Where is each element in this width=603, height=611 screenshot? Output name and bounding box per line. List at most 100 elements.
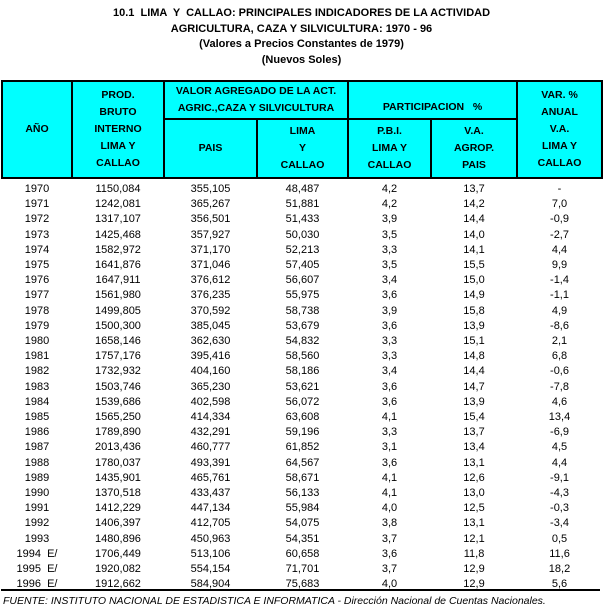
value-cell: 3,3 — [348, 349, 432, 365]
source-text: FUENTE: INSTITUTO NACIONAL DE ESTADISTIC… — [3, 595, 546, 607]
table-row: 1970 1150,084 355,105 48,487 4,2 13,7- — [2, 178, 603, 198]
value-cell: - — [517, 178, 603, 198]
value-cell: 6,8 — [517, 349, 603, 365]
value-cell: 1425,468 — [72, 227, 164, 243]
value-cell: 1780,037 — [72, 455, 164, 471]
value-cell: 385,045 — [164, 318, 257, 335]
value-cell: 365,267 — [164, 197, 257, 213]
value-cell: 75,683 — [257, 577, 349, 593]
table-row: 1977 1561,980 376,235 55,975 3,6 14,9 -1,1 — [2, 288, 603, 304]
value-cell: -0,6 — [517, 364, 603, 380]
table-row: 1986 1789,890 432,291 59,196 3,3 13,7 -6,9 — [2, 425, 603, 441]
header-pais: PAIS — [163, 118, 258, 179]
value-cell: 2013,436 — [72, 440, 164, 456]
value-cell: 414,334 — [164, 410, 257, 426]
year-cell: 1993 — [2, 531, 72, 547]
value-cell: 12,1 — [431, 531, 518, 547]
year-cell: 1995 E/ — [2, 562, 72, 578]
value-cell: -8,6 — [517, 318, 603, 335]
value-cell: 370,592 — [164, 303, 257, 319]
value-cell: 0,5 — [517, 531, 603, 547]
value-cell: 53,679 — [257, 318, 349, 335]
value-cell: 4,0 — [348, 577, 432, 593]
table-row: 1984 1539,686 402,598 56,072 3,6 13,9 4,6 — [2, 394, 603, 411]
year-cell: 1981 — [2, 349, 72, 365]
value-cell: 56,607 — [257, 273, 349, 289]
header-va-agrop-pais: V.A. AGROP. PAIS — [430, 118, 519, 179]
value-cell: 493,391 — [164, 455, 257, 471]
value-cell: 460,777 — [164, 440, 257, 456]
value-cell: 3,9 — [348, 303, 432, 319]
value-cell: 1435,901 — [72, 470, 164, 487]
value-cell: 4,6 — [517, 394, 603, 411]
value-cell: 4,2 — [348, 197, 432, 213]
title-line-2: AGRICULTURA, CAZA Y SILVICULTURA: 1970 -… — [170, 22, 433, 35]
table-row: 1973 1425,468 357,927 50,030 3,5 14,0 -2,7 — [2, 227, 603, 243]
value-cell: 376,235 — [164, 288, 257, 304]
year-cell: 1973 — [2, 227, 72, 243]
table-row: 1978 1499,805 370,592 58,738 3,9 15,8 4,9 — [2, 303, 603, 319]
table-row: 1995 E/1920,082 554,154 71,701 3,7 12,9 18,2 — [2, 562, 603, 578]
value-cell: 48,487 — [257, 178, 349, 198]
value-cell: 12,6 — [431, 470, 518, 487]
value-cell: 450,963 — [164, 531, 257, 547]
table-row: 1979 1500,300 385,045 53,679 3,6 13,9 -8,6 — [2, 318, 603, 335]
value-cell: 3,4 — [348, 273, 432, 289]
year-cell: 1985 — [2, 410, 72, 426]
value-cell: -0,3 — [517, 501, 603, 517]
value-cell: 371,046 — [164, 258, 257, 274]
table-row: 1975 1641,876 371,046 57,405 3,5 15,5 9,9 — [2, 258, 603, 274]
value-cell: 14,9 — [431, 288, 518, 304]
value-cell: -4,3 — [517, 486, 603, 502]
table-body: 1970 1150,084 355,105 48,487 4,2 13,7-1971 124… — [2, 178, 603, 593]
year-cell: 1987 — [2, 440, 72, 456]
value-cell: 1561,980 — [72, 288, 164, 304]
value-cell: 15,4 — [431, 410, 518, 426]
table-row: 1983 1503,746 365,230 53,621 3,6 14,7 -7,8 — [2, 379, 603, 395]
year-cell: 1977 — [2, 288, 72, 304]
value-cell: -9,1 — [517, 470, 603, 487]
value-cell: 4,4 — [517, 455, 603, 471]
value-cell: 13,4 — [517, 410, 603, 426]
table-row: 1981 1757,176 395,416 58,560 3,3 14,8 6,8 — [2, 349, 603, 365]
value-cell: 58,186 — [257, 364, 349, 380]
value-cell: 51,881 — [257, 197, 349, 213]
value-cell: 13,9 — [431, 394, 518, 411]
value-cell: -6,9 — [517, 425, 603, 441]
value-cell: 412,705 — [164, 516, 257, 532]
value-cell: 13,1 — [431, 455, 518, 471]
value-cell: 51,433 — [257, 212, 349, 228]
value-cell: 1732,932 — [72, 364, 164, 380]
year-cell: 1992 — [2, 516, 72, 532]
value-cell: -3,4 — [517, 516, 603, 532]
value-cell: 1789,890 — [72, 425, 164, 441]
year-cell: 1978 — [2, 303, 72, 319]
value-cell: 55,975 — [257, 288, 349, 304]
table-row: 1972 1317,107 356,501 51,433 3,9 14,4 -0,9 — [2, 212, 603, 228]
value-cell: 402,598 — [164, 394, 257, 411]
value-cell: 1500,300 — [72, 318, 164, 335]
value-cell: 9,9 — [517, 258, 603, 274]
year-cell: 1983 — [2, 379, 72, 395]
value-cell: 1150,084 — [72, 178, 164, 198]
table-row: 1987 2013,436 460,777 61,852 3,1 13,4 4,5 — [2, 440, 603, 456]
value-cell: 1406,397 — [72, 516, 164, 532]
value-cell: 356,501 — [164, 212, 257, 228]
value-cell: 1912,662 — [72, 577, 164, 593]
value-cell: 3,6 — [348, 455, 432, 471]
value-cell: -0,9 — [517, 212, 603, 228]
table-row: 1982 1732,932 404,160 58,186 3,4 14,4 -0,6 — [2, 364, 603, 380]
value-cell: 14,1 — [431, 242, 518, 259]
value-cell: 584,904 — [164, 577, 257, 593]
value-cell: 57,405 — [257, 258, 349, 274]
value-cell: 3,3 — [348, 425, 432, 441]
indicators-table: AÑO PROD. BRUTO INTERNO LIMA Y CALLAO VA… — [1, 80, 603, 593]
value-cell: 55,984 — [257, 501, 349, 517]
value-cell: 56,133 — [257, 486, 349, 502]
value-cell: 59,196 — [257, 425, 349, 441]
value-cell: 1647,911 — [72, 273, 164, 289]
table-row: 1994 E/1706,449 513,106 60,658 3,6 11,8 11,6 — [2, 546, 603, 563]
value-cell: 3,6 — [348, 288, 432, 304]
value-cell: 376,612 — [164, 273, 257, 289]
year-cell: 1994 E/ — [2, 546, 72, 563]
